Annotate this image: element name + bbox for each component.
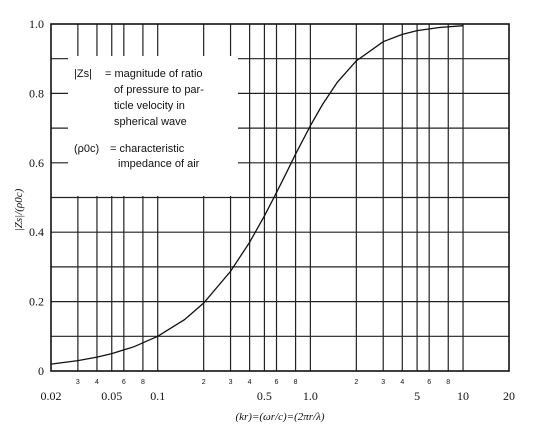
x-minor-tick-label: 3	[381, 379, 385, 386]
y-tick-label: 1.0	[29, 17, 44, 31]
x-minor-tick-label: 6	[122, 379, 126, 386]
x-tick-label: 5	[414, 389, 420, 403]
x-minor-tick-label: 2	[354, 379, 358, 386]
y-tick-labels: 0 0.2 0.4 0.6 0.8 1.0	[29, 17, 44, 378]
plot-frame	[50, 23, 510, 372]
y-tick-label: 0.4	[29, 225, 44, 239]
x-minor-tick-label: 4	[400, 379, 404, 386]
y-tick-label: 0.8	[29, 86, 44, 100]
legend-zs-line4: spherical wave	[114, 116, 187, 128]
y-axis-label: |Zs|/(ρ0c)	[13, 188, 25, 231]
legend-rho-symbol: (ρ0c)	[74, 143, 99, 155]
x-minor-tick-label: 3	[229, 379, 233, 386]
x-minor-tick-label: 4	[248, 379, 252, 386]
x-minor-tick-label: 2	[202, 379, 206, 386]
x-minor-tick-label: 4	[95, 379, 99, 386]
x-minor-tick-label: 8	[141, 379, 145, 386]
x-minor-tick-label: 8	[294, 379, 298, 386]
y-tick-label: 0.2	[29, 295, 44, 309]
legend-zs-line2: of pressure to par-	[114, 84, 204, 96]
x-tick-labels: 0.02 0.05 0.1 0.5 1.0 5 10 20	[41, 389, 516, 403]
x-minor-tick-label: 6	[427, 379, 431, 386]
x-axis-label: (kr)=(ωr/c)=(2πr/λ)	[235, 411, 324, 423]
x-tick-label: 10	[457, 389, 469, 403]
legend-zs-line3: ticle velocity in	[114, 100, 185, 112]
x-minor-tick-label: 6	[275, 379, 279, 386]
x-tick-label: 1.0	[303, 389, 318, 403]
x-tick-label: 0.5	[257, 389, 272, 403]
x-tick-label: 20	[503, 389, 515, 403]
x-tick-label: 0.1	[150, 389, 165, 403]
legend-zs-line1: = magnitude of ratio	[105, 68, 203, 80]
legend-rho-line1: = characteristic	[110, 143, 185, 155]
x-minor-tick-label: 3	[76, 379, 80, 386]
x-minor-tick-label: 8	[446, 379, 450, 386]
y-tick-label: 0.6	[29, 156, 44, 170]
series-line	[50, 25, 464, 365]
x-tick-label: 0.02	[41, 389, 62, 403]
legend-box: |Zs| = magnitude of ratio of pressure to…	[68, 56, 238, 196]
y-tick-label: 0	[38, 364, 44, 378]
legend-zs-symbol: |Zs|	[74, 68, 92, 80]
legend-rho-line2: impedance of air	[118, 158, 200, 170]
legend-background	[68, 56, 238, 196]
x-tick-label: 0.05	[101, 389, 122, 403]
x-minor-tick-labels: 3 4 6 8 2 3 4 6 8 2 3 4 6 8	[76, 379, 450, 386]
